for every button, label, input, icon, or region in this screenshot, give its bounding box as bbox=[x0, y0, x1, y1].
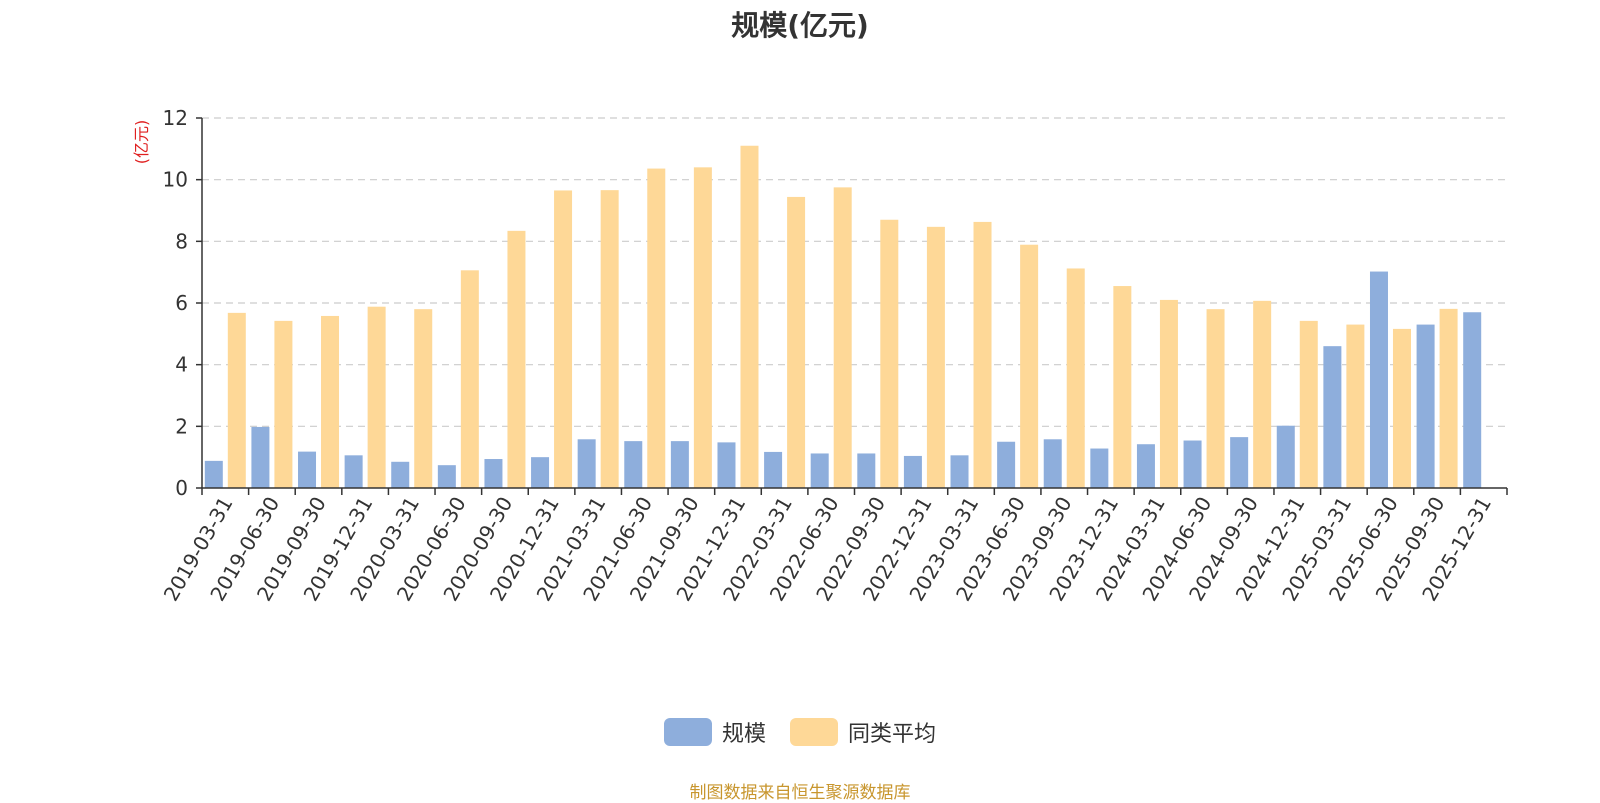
bar-series-2[interactable] bbox=[227, 312, 246, 488]
bar-series-2[interactable] bbox=[460, 270, 479, 488]
bar-series-1[interactable] bbox=[204, 460, 223, 488]
bar-series-2[interactable] bbox=[693, 167, 712, 489]
tick-labels: 0246810122019-03-312019-06-302019-09-302… bbox=[159, 106, 1496, 605]
bar-series-2[interactable] bbox=[1066, 268, 1085, 488]
bar-series-2[interactable] bbox=[1392, 328, 1411, 488]
bar-series-1[interactable] bbox=[1323, 346, 1342, 488]
bar-series-2[interactable] bbox=[880, 219, 899, 488]
y-tick-label: 0 bbox=[175, 476, 188, 500]
bar-series-2[interactable] bbox=[1113, 286, 1132, 488]
bar-series-2[interactable] bbox=[1439, 308, 1458, 488]
axes bbox=[196, 117, 1508, 495]
bar-series-2[interactable] bbox=[833, 187, 852, 488]
bar-series-2[interactable] bbox=[740, 145, 759, 488]
y-tick-label: 4 bbox=[175, 353, 188, 377]
source-note: 制图数据来自恒生聚源数据库 bbox=[689, 783, 911, 803]
bar-series-1[interactable] bbox=[1369, 271, 1388, 488]
y-tick-label: 10 bbox=[163, 168, 188, 192]
bar-series-1[interactable] bbox=[391, 461, 410, 488]
bar-series-1[interactable] bbox=[298, 451, 317, 488]
bar-series-1[interactable] bbox=[251, 426, 270, 488]
bar-series-2[interactable] bbox=[647, 168, 666, 489]
bar-series-1[interactable] bbox=[997, 441, 1016, 488]
legend-label-series-2: 同类平均 bbox=[848, 722, 937, 747]
bar-series-2[interactable] bbox=[274, 320, 293, 488]
bar-series-2[interactable] bbox=[1346, 324, 1365, 488]
bar-series-2[interactable] bbox=[926, 226, 945, 488]
bar-series-2[interactable] bbox=[1020, 244, 1039, 488]
chart-title: 规模(亿元) bbox=[731, 9, 869, 42]
bar-series-2[interactable] bbox=[1253, 300, 1272, 488]
bar-series-2[interactable] bbox=[367, 306, 386, 488]
bar-series-2[interactable] bbox=[414, 309, 433, 488]
bar-series-1[interactable] bbox=[484, 459, 503, 488]
legend-label-series-1: 规模 bbox=[721, 722, 766, 747]
y-tick-label: 12 bbox=[163, 106, 188, 130]
bar-series-1[interactable] bbox=[437, 465, 456, 488]
legend: 规模 同类平均 bbox=[0, 716, 1600, 748]
bar-series-1[interactable] bbox=[344, 455, 363, 488]
bar-series-2[interactable] bbox=[1299, 320, 1318, 488]
bar-series-1[interactable] bbox=[1463, 312, 1482, 488]
y-tick-label: 2 bbox=[175, 414, 188, 438]
bar-series-1[interactable] bbox=[903, 455, 922, 488]
bar-series-1[interactable] bbox=[531, 457, 550, 488]
legend-item-series-2[interactable]: 同类平均 bbox=[790, 716, 936, 748]
y-axis-label: (亿元) bbox=[132, 120, 151, 165]
legend-swatch-series-1 bbox=[663, 718, 712, 746]
bar-series-1[interactable] bbox=[857, 453, 876, 488]
bar-series-2[interactable] bbox=[600, 190, 619, 488]
bars bbox=[204, 145, 1482, 489]
bar-series-2[interactable] bbox=[1206, 309, 1225, 488]
bar-series-1[interactable] bbox=[764, 451, 783, 488]
bar-series-1[interactable] bbox=[1090, 448, 1109, 488]
bar-series-1[interactable] bbox=[577, 439, 596, 488]
bar-series-2[interactable] bbox=[973, 221, 992, 489]
bar-series-1[interactable] bbox=[624, 441, 643, 488]
bar-series-1[interactable] bbox=[1136, 444, 1155, 488]
bar-series-1[interactable] bbox=[1416, 324, 1435, 488]
bar-series-1[interactable] bbox=[1043, 439, 1062, 488]
bar-series-2[interactable] bbox=[787, 196, 806, 488]
bar-series-1[interactable] bbox=[810, 453, 829, 488]
bar-series-1[interactable] bbox=[1230, 437, 1249, 488]
bar-series-2[interactable] bbox=[1159, 299, 1178, 488]
bar-series-2[interactable] bbox=[507, 230, 526, 488]
bar-series-2[interactable] bbox=[321, 315, 340, 488]
bar-series-1[interactable] bbox=[950, 455, 969, 488]
bar-series-2[interactable] bbox=[554, 190, 573, 489]
y-tick-label: 6 bbox=[175, 291, 188, 315]
bar-series-1[interactable] bbox=[670, 441, 689, 488]
legend-item-series-1[interactable]: 规模 bbox=[663, 716, 766, 748]
bar-series-1[interactable] bbox=[1276, 425, 1295, 488]
bar-series-1[interactable] bbox=[1183, 440, 1202, 488]
bar-series-1[interactable] bbox=[717, 442, 736, 488]
legend-swatch-series-2 bbox=[790, 718, 838, 746]
y-tick-label: 8 bbox=[175, 229, 188, 253]
